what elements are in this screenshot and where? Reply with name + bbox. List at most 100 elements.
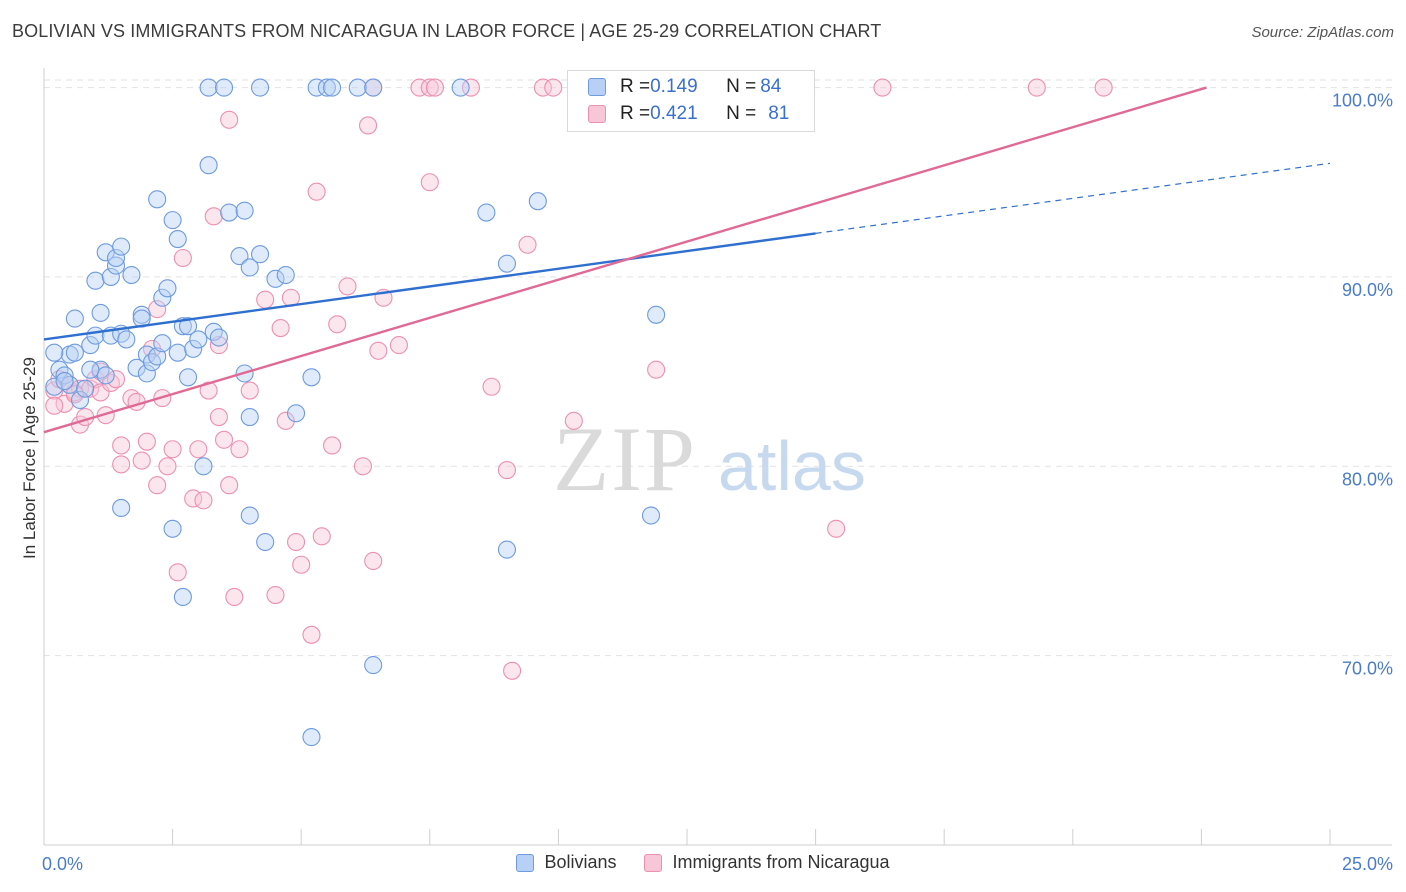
y-tick-label: 80.0% [1342, 469, 1393, 489]
nicaragua-point [132, 451, 151, 470]
x-tick-label-max: 25.0% [1342, 854, 1393, 874]
nicaragua-point [287, 532, 306, 552]
legend-swatch-pink [588, 105, 606, 123]
legend-swatch-bolivians [516, 853, 535, 872]
nicaragua-point [647, 360, 666, 379]
bolivians-point [364, 656, 383, 675]
tick-labels: 70.0% 80.0% 90.0% 100.0% 0.0% 25.0% [42, 91, 1393, 874]
bolivians-point [168, 230, 187, 249]
y-tick-label: 90.0% [1342, 280, 1393, 300]
bolivians-point [142, 353, 162, 372]
bolivians-point [106, 248, 126, 268]
nicaragua-point [230, 440, 249, 459]
legend-n-label: N = [726, 103, 757, 124]
nicaragua-point [873, 78, 892, 97]
bolivians-point [184, 339, 203, 358]
bolivians-point [364, 78, 383, 97]
bolivians-point [163, 519, 182, 538]
bolivians-point [348, 78, 367, 97]
nicaragua-point [827, 519, 846, 538]
bolivians-point [76, 379, 95, 398]
bolivians-point [153, 288, 172, 307]
bolivians-point [189, 330, 208, 349]
bolivians-point [194, 457, 213, 476]
bolivians-point [132, 305, 151, 324]
nicaragua-point [204, 207, 223, 226]
nicaragua-point [544, 78, 563, 97]
nicaragua-point [420, 78, 439, 97]
bolivians-point [106, 256, 126, 275]
correlation-legend: R = 0.149 N = 84 R = 0.421 N = 81 [567, 70, 815, 132]
bolivians-point [287, 404, 306, 423]
legend-row-bolivians: R = 0.149 N = 84 [568, 74, 781, 100]
bolivians-point [81, 336, 100, 355]
nicaragua-point [112, 436, 131, 455]
nicaragua-point [518, 235, 537, 254]
bolivians-point [178, 317, 198, 336]
nicaragua-point [323, 436, 342, 455]
bolivians-point [168, 343, 187, 362]
nicaragua-point [163, 440, 182, 459]
bolivians-point [266, 269, 285, 288]
nicaragua-point [338, 277, 357, 296]
bolivians-point [451, 78, 470, 97]
bolivians-point [86, 326, 105, 345]
source-credit: Source: ZipAtlas.com [1251, 24, 1394, 41]
bolivians-point [256, 532, 275, 552]
nicaragua-point [112, 455, 131, 474]
nicaragua-point [503, 661, 522, 680]
nicaragua-point [194, 491, 213, 510]
nicaragua-point [482, 377, 501, 396]
nicaragua-point [65, 385, 84, 404]
legend-n-label: N = [726, 76, 757, 97]
nicaragua-point [420, 173, 439, 192]
bolivians-point [323, 78, 342, 97]
bolivians-point [65, 309, 84, 328]
bolivians-point [55, 372, 74, 391]
nicaragua-point [359, 116, 378, 135]
nicaragua-point [266, 585, 285, 605]
nicaragua-point [564, 411, 583, 430]
trend-lines [43, 86, 1331, 434]
nicaragua-point [276, 411, 295, 430]
nicaragua-point [240, 381, 259, 400]
chart-title: BOLIVIAN VS IMMIGRANTS FROM NICARAGUA IN… [12, 21, 882, 41]
nicaragua-point [225, 587, 244, 606]
bolivians-point [178, 368, 198, 387]
nicaragua-point [461, 78, 481, 97]
nicaragua-point [220, 476, 239, 495]
legend-r-label: R = [620, 103, 651, 124]
nicaragua-point [302, 625, 321, 644]
bolivians-point [199, 78, 218, 97]
nicaragua-point [168, 563, 187, 582]
legend-label-bolivians: Bolivians [544, 852, 617, 872]
nicaragua-point [1094, 78, 1113, 97]
nicaragua-trend-line [43, 86, 1207, 434]
nicaragua-point [353, 457, 372, 476]
bolivians-point [45, 377, 64, 396]
bolivians-point [81, 360, 100, 379]
bolivians-point [497, 540, 517, 559]
bolivians-point [101, 267, 120, 286]
bolivians-point [230, 247, 249, 266]
nicaragua-point [369, 341, 388, 360]
bolivians-point [528, 192, 547, 211]
bolivians-point [173, 587, 192, 606]
bolivians-point [158, 279, 177, 298]
bolivians-point [50, 360, 69, 379]
nicaragua-point [364, 551, 383, 571]
bolivians-point [112, 237, 131, 256]
legend-item-bolivians[interactable]: Bolivians [516, 852, 616, 873]
nicaragua-point [389, 336, 408, 355]
legend-item-nicaragua[interactable]: Immigrants from Nicaragua [644, 852, 890, 873]
bolivians-point [199, 156, 218, 175]
bolivians-point [477, 203, 496, 222]
nicaragua-point [328, 315, 347, 334]
bolivians-point [117, 330, 136, 349]
bolivians-point [276, 265, 295, 285]
bolivians-point [250, 78, 270, 97]
legend-label-nicaragua: Immigrants from Nicaragua [672, 852, 890, 872]
series-legend: Bolivians Immigrants from Nicaragua [0, 852, 1406, 873]
bolivians-point [137, 364, 156, 383]
bolivians-point [307, 78, 326, 97]
